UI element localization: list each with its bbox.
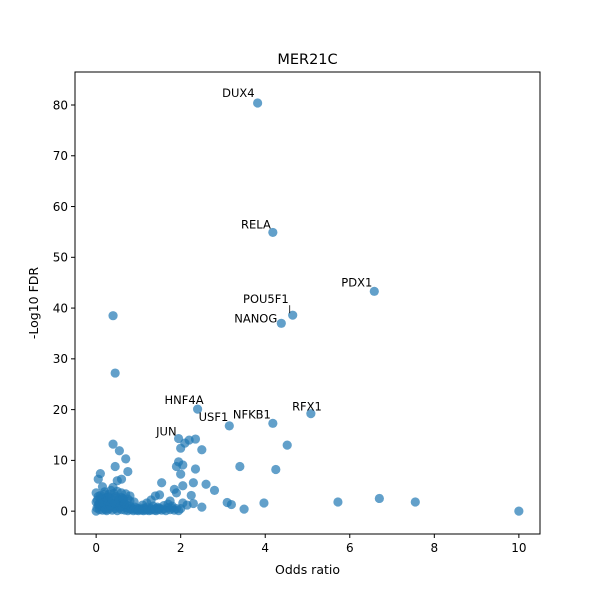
- data-point: [235, 462, 244, 471]
- y-tick-label: 0: [60, 504, 68, 518]
- data-point: [277, 319, 286, 328]
- data-point: [271, 465, 280, 474]
- data-point: [514, 507, 523, 516]
- data-point: [191, 434, 200, 443]
- y-tick-label: 30: [53, 352, 68, 366]
- data-point: [333, 497, 342, 506]
- data-point: [108, 311, 117, 320]
- data-point: [111, 368, 120, 377]
- data-point: [123, 467, 132, 476]
- y-axis-label: -Log10 FDR: [26, 267, 41, 340]
- data-point: [239, 505, 248, 514]
- point-annotation: USF1: [199, 410, 229, 424]
- y-tick-label: 20: [53, 403, 68, 417]
- data-point: [115, 446, 124, 455]
- point-annotation: DUX4: [222, 86, 254, 100]
- data-point: [375, 494, 384, 503]
- x-tick-label: 0: [92, 541, 100, 555]
- data-point: [210, 486, 219, 495]
- data-point: [411, 497, 420, 506]
- data-point: [120, 499, 129, 508]
- data-point: [111, 462, 120, 471]
- y-tick-label: 70: [53, 149, 68, 163]
- data-point: [227, 500, 236, 509]
- data-point: [176, 469, 185, 478]
- point-annotation: NANOG: [234, 311, 277, 325]
- point-annotation: PDX1: [341, 275, 372, 289]
- y-tick-label: 80: [53, 98, 68, 112]
- point-annotation: JUN: [155, 425, 176, 439]
- data-point: [259, 498, 268, 507]
- x-tick-label: 4: [261, 541, 269, 555]
- data-point: [197, 502, 206, 511]
- data-point: [155, 490, 164, 499]
- point-annotation: HNF4A: [165, 393, 204, 407]
- x-axis-label: Odds ratio: [275, 562, 340, 577]
- y-tick-label: 40: [53, 301, 68, 315]
- data-point: [172, 488, 181, 497]
- x-tick-label: 2: [177, 541, 185, 555]
- data-point: [201, 480, 210, 489]
- data-point: [178, 460, 187, 469]
- data-point: [187, 491, 196, 500]
- chart-title: MER21C: [277, 52, 337, 68]
- x-tick-label: 8: [430, 541, 438, 555]
- data-point: [174, 506, 183, 515]
- point-annotation: NFKB1: [233, 407, 271, 421]
- y-tick-label: 60: [53, 200, 68, 214]
- x-tick-label: 6: [346, 541, 354, 555]
- point-annotation: RELA: [241, 217, 271, 231]
- x-tick-label: 10: [511, 541, 526, 555]
- y-tick-label: 50: [53, 251, 68, 265]
- data-point: [189, 478, 198, 487]
- data-point: [283, 441, 292, 450]
- data-point: [121, 454, 130, 463]
- point-annotation: POU5F1: [243, 292, 289, 306]
- y-tick-label: 10: [53, 454, 68, 468]
- data-point: [157, 478, 166, 487]
- data-point: [191, 464, 200, 473]
- data-point: [197, 445, 206, 454]
- data-point: [176, 444, 185, 453]
- data-point: [178, 481, 187, 490]
- point-annotation: RFX1: [292, 400, 322, 414]
